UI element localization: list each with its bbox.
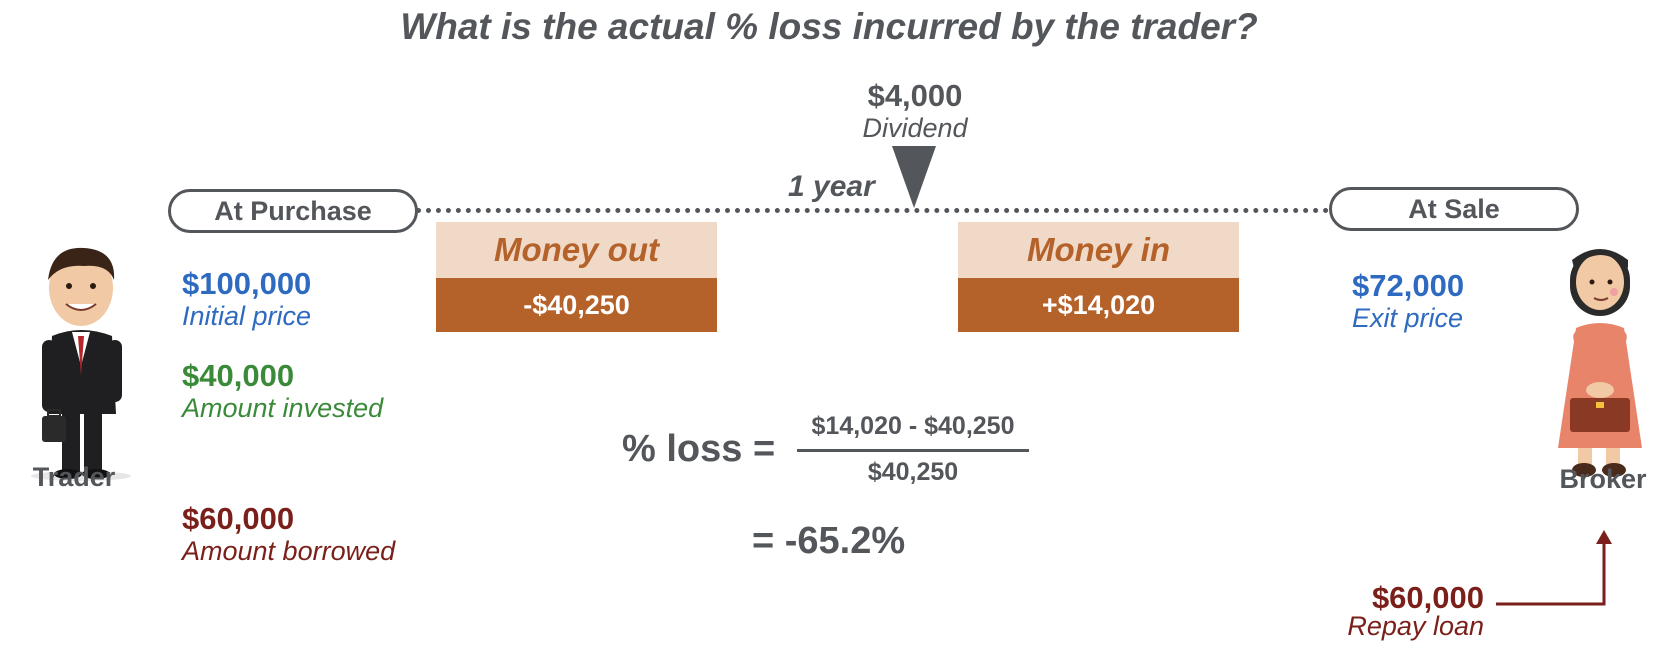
broker-label: Broker <box>1559 464 1647 494</box>
formula-result: = -65.2% <box>752 520 906 562</box>
money-out-box: Money out -$40,250 <box>436 222 717 332</box>
formula-denominator: $40,250 <box>867 458 959 486</box>
repay-amount: $60,000 <box>1371 580 1484 615</box>
trader-figure-icon <box>31 247 131 481</box>
formula-lhs: % loss = <box>622 428 776 470</box>
trader-label: Trader <box>32 462 116 492</box>
period-label: 1 year <box>788 170 875 203</box>
borrowed-label: Amount borrowed <box>182 536 396 566</box>
money-in-value: +$14,020 <box>958 278 1239 332</box>
page-title: What is the actual % loss incurred by th… <box>400 6 1258 47</box>
exit-price-amount: $72,000 <box>1352 268 1465 303</box>
at-purchase-pill: At Purchase <box>168 189 418 233</box>
broker-figure-icon <box>1558 249 1642 477</box>
invested-amount: $40,000 <box>182 358 295 393</box>
initial-price-amount: $100,000 <box>182 266 312 301</box>
money-in-box: Money in +$14,020 <box>958 222 1239 332</box>
dividend-label: Dividend <box>862 113 968 143</box>
timeline-dotted-line <box>416 208 1329 213</box>
dividend-arrow-icon <box>892 146 936 208</box>
fraction-bar <box>797 449 1029 452</box>
repay-arrow-icon <box>1496 530 1612 606</box>
money-out-value: -$40,250 <box>436 278 717 332</box>
borrowed-amount: $60,000 <box>182 501 295 536</box>
at-sale-pill: At Sale <box>1329 187 1579 231</box>
invested-label: Amount invested <box>182 393 384 423</box>
repay-label: Repay loan <box>1347 611 1484 641</box>
money-out-label: Money out <box>436 222 717 278</box>
dividend-amount: $4,000 <box>867 78 963 113</box>
money-in-label: Money in <box>958 222 1239 278</box>
initial-price-label: Initial price <box>182 301 312 331</box>
exit-price-label: Exit price <box>1352 303 1464 333</box>
formula-numerator: $14,020 - $40,250 <box>811 412 1015 440</box>
